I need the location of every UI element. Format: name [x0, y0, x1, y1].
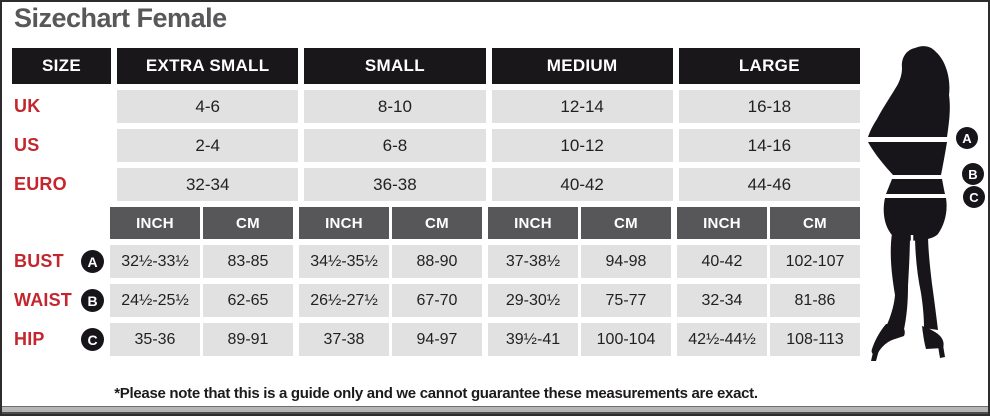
cell-hip-s-cm: 94-97 — [392, 323, 482, 356]
page-title: Sizechart Female — [14, 3, 227, 33]
cell-waist-m-inch: 29-30½ — [488, 284, 578, 317]
cell-us-xs: 2-4 — [117, 129, 299, 162]
marker-a-icon: A — [81, 250, 104, 273]
table-row-euro: EURO 32-34 36-38 40-42 44-46 — [12, 168, 860, 201]
cell-bust-s-inch: 34½-35½ — [299, 245, 389, 278]
cell-us-m: 10-12 — [491, 129, 673, 162]
unit-header-row: INCH CM INCH CM INCH CM INCH CM — [12, 207, 860, 239]
cell-hip-l-inch: 42½-44½ — [677, 323, 767, 356]
column-header-small: SMALL — [304, 48, 486, 84]
cell-uk-l: 16-18 — [678, 90, 860, 123]
cell-waist-l-inch: 32-34 — [677, 284, 767, 317]
measurement-guide-figure: A B C — [865, 42, 988, 364]
unit-header-inch: INCH — [110, 207, 200, 239]
cell-euro-s: 36-38 — [304, 168, 486, 201]
figure-marker-a-icon: A — [956, 127, 978, 149]
cell-bust-xs-cm: 83-85 — [203, 245, 293, 278]
cell-hip-m-cm: 100-104 — [581, 323, 671, 356]
unit-header-inch: INCH — [299, 207, 389, 239]
row-label-us: US — [14, 135, 40, 155]
column-header-extra-small: EXTRA SMALL — [117, 48, 299, 84]
size-table: SIZE EXTRA SMALL SMALL MEDIUM LARGE UK 4… — [12, 48, 860, 362]
female-silhouette-icon — [868, 46, 950, 361]
figure-marker-b-icon: B — [962, 163, 984, 185]
cell-hip-xs-cm: 89-91 — [203, 323, 293, 356]
cell-hip-m-inch: 39½-41 — [488, 323, 578, 356]
cell-bust-l-cm: 102-107 — [770, 245, 860, 278]
cell-euro-m: 40-42 — [491, 168, 673, 201]
cell-euro-xs: 32-34 — [117, 168, 299, 201]
table-row-bust: BUST A 32½-33½ 83-85 34½-35½ 88-90 37-38… — [12, 245, 860, 278]
marker-b-icon: B — [81, 289, 104, 312]
cell-bust-xs-inch: 32½-33½ — [110, 245, 200, 278]
table-row-hip: HIP C 35-36 89-91 37-38 94-97 39½-41 100… — [12, 323, 860, 356]
row-label-uk: UK — [14, 96, 41, 116]
marker-c-icon: C — [81, 328, 104, 351]
cell-waist-l-cm: 81-86 — [770, 284, 860, 317]
cell-waist-s-cm: 67-70 — [392, 284, 482, 317]
bottom-frame-bar — [2, 406, 988, 414]
unit-header-cm: CM — [392, 207, 482, 239]
unit-header-cm: CM — [581, 207, 671, 239]
row-label-euro: EURO — [14, 174, 67, 194]
cell-waist-xs-inch: 24½-25½ — [110, 284, 200, 317]
row-label-bust: BUST — [14, 251, 64, 271]
cell-uk-xs: 4-6 — [117, 90, 299, 123]
unit-header-inch: INCH — [677, 207, 767, 239]
cell-hip-l-cm: 108-113 — [770, 323, 860, 356]
cell-waist-m-cm: 75-77 — [581, 284, 671, 317]
cell-bust-l-inch: 40-42 — [677, 245, 767, 278]
table-row-waist: WAIST B 24½-25½ 62-65 26½-27½ 67-70 29-3… — [12, 284, 860, 317]
cell-euro-l: 44-46 — [678, 168, 860, 201]
disclaimer-note: *Please note that this is a guide only a… — [114, 385, 758, 402]
cell-bust-s-cm: 88-90 — [392, 245, 482, 278]
cell-bust-m-cm: 94-98 — [581, 245, 671, 278]
cell-waist-s-inch: 26½-27½ — [299, 284, 389, 317]
cell-hip-xs-inch: 35-36 — [110, 323, 200, 356]
unit-header-cm: CM — [203, 207, 293, 239]
column-header-size: SIZE — [12, 48, 112, 84]
cell-uk-s: 8-10 — [304, 90, 486, 123]
cell-us-l: 14-16 — [678, 129, 860, 162]
figure-marker-c-icon: C — [963, 186, 985, 208]
column-header-large: LARGE — [678, 48, 860, 84]
table-header-row: SIZE EXTRA SMALL SMALL MEDIUM LARGE — [12, 48, 860, 84]
cell-waist-xs-cm: 62-65 — [203, 284, 293, 317]
cell-uk-m: 12-14 — [491, 90, 673, 123]
column-header-medium: MEDIUM — [491, 48, 673, 84]
unit-header-inch: INCH — [488, 207, 578, 239]
table-row-uk: UK 4-6 8-10 12-14 16-18 — [12, 90, 860, 123]
table-row-us: US 2-4 6-8 10-12 14-16 — [12, 129, 860, 162]
cell-us-s: 6-8 — [304, 129, 486, 162]
unit-header-cm: CM — [770, 207, 860, 239]
cell-bust-m-inch: 37-38½ — [488, 245, 578, 278]
row-label-waist: WAIST — [14, 290, 72, 310]
row-label-hip: HIP — [14, 329, 45, 349]
cell-hip-s-inch: 37-38 — [299, 323, 389, 356]
